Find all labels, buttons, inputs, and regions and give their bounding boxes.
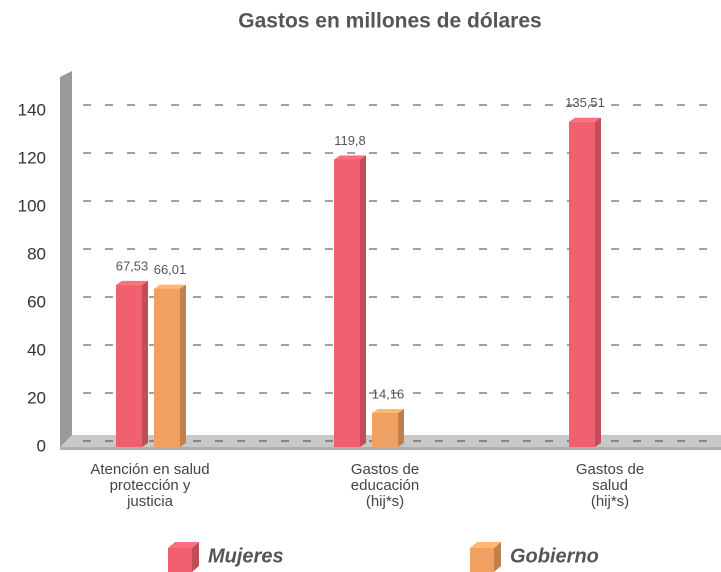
bar	[372, 413, 398, 447]
y-tick-label: 140	[18, 100, 46, 119]
bar-top	[372, 409, 404, 414]
y-tick-label: 100	[18, 196, 46, 215]
y-tick-label: 60	[27, 292, 46, 311]
x-tick-label: (hij*s)	[591, 493, 629, 510]
bar-top	[116, 280, 148, 285]
bar	[569, 121, 595, 447]
chart-title: Gastos en millones de dólares	[238, 10, 541, 33]
bar-side	[595, 117, 601, 447]
value-label: 119,8	[334, 133, 366, 148]
x-tick-label: justicia	[126, 493, 174, 510]
value-label: 14,16	[372, 386, 405, 401]
bar	[334, 159, 360, 448]
x-tick-label: Atención en salud	[90, 461, 209, 478]
bar-side	[142, 280, 148, 447]
bar	[154, 288, 180, 447]
y-tick-label: 80	[27, 244, 46, 263]
x-tick-label: educación	[351, 477, 419, 494]
bar	[116, 284, 142, 447]
value-label: 67,53	[116, 258, 149, 273]
y-tick-label: 120	[18, 148, 46, 167]
value-label: 135,51	[565, 95, 605, 110]
legend-swatch-top	[168, 542, 199, 548]
legend-swatch-side	[494, 542, 501, 572]
x-tick-label: salud	[592, 477, 628, 494]
y-tick-label: 40	[27, 340, 46, 359]
legend-swatch	[168, 548, 192, 572]
bar-top	[334, 155, 366, 160]
legend-swatch	[470, 548, 494, 572]
legend-swatch-side	[192, 542, 199, 572]
legend-label: Gobierno	[510, 545, 599, 567]
x-tick-label: (hij*s)	[366, 493, 404, 510]
bar-side	[180, 284, 186, 447]
bar-top	[154, 284, 186, 289]
legend-label: Mujeres	[208, 545, 284, 567]
y-tick-label: 0	[37, 436, 46, 455]
legend-swatch-top	[470, 542, 501, 548]
bar-side	[398, 409, 404, 447]
y-tick-label: 20	[27, 388, 46, 407]
floor-edge	[60, 447, 721, 450]
bar-side	[360, 155, 366, 448]
value-label: 66,01	[154, 262, 187, 277]
x-tick-label: Gastos de	[576, 461, 644, 478]
x-tick-label: Gastos de	[351, 461, 419, 478]
axis-wall	[60, 71, 72, 447]
legend: Mujeres Gobierno	[168, 542, 599, 572]
x-tick-label: protección y	[110, 477, 191, 494]
bar-top	[569, 117, 601, 122]
